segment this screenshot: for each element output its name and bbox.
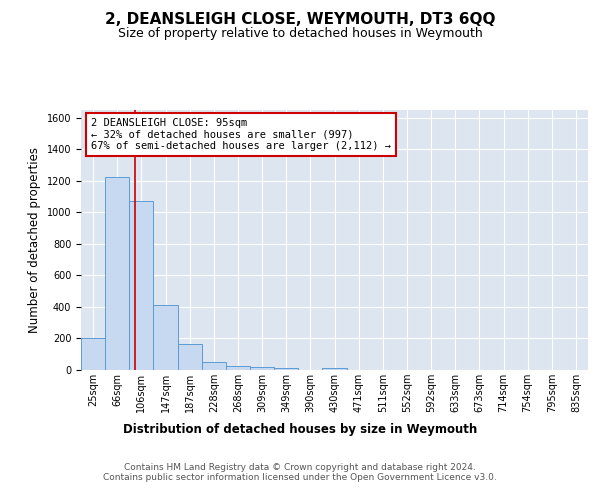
- Bar: [105, 177, 129, 370]
- Text: Size of property relative to detached houses in Weymouth: Size of property relative to detached ho…: [118, 28, 482, 40]
- Text: Contains HM Land Registry data © Crown copyright and database right 2024.
Contai: Contains HM Land Registry data © Crown c…: [103, 462, 497, 482]
- Text: 2, DEANSLEIGH CLOSE, WEYMOUTH, DT3 6QQ: 2, DEANSLEIGH CLOSE, WEYMOUTH, DT3 6QQ: [105, 12, 495, 28]
- Text: 2 DEANSLEIGH CLOSE: 95sqm
← 32% of detached houses are smaller (997)
67% of semi: 2 DEANSLEIGH CLOSE: 95sqm ← 32% of detac…: [91, 118, 391, 151]
- Bar: [322, 368, 347, 370]
- Bar: [226, 366, 250, 370]
- Bar: [202, 362, 226, 370]
- Bar: [154, 306, 178, 370]
- Bar: [250, 367, 274, 370]
- Bar: [81, 338, 105, 370]
- Bar: [178, 344, 202, 370]
- Bar: [274, 368, 298, 370]
- Bar: [129, 202, 154, 370]
- Y-axis label: Number of detached properties: Number of detached properties: [28, 147, 41, 333]
- Text: Distribution of detached houses by size in Weymouth: Distribution of detached houses by size …: [123, 422, 477, 436]
